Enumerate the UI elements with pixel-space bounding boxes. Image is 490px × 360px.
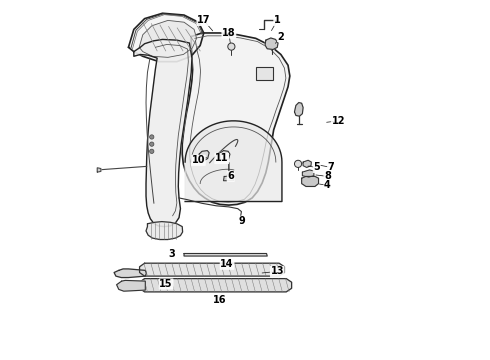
Polygon shape: [140, 263, 285, 276]
Text: 15: 15: [159, 279, 173, 289]
Text: 16: 16: [213, 295, 227, 305]
Polygon shape: [302, 176, 318, 186]
Polygon shape: [220, 150, 230, 161]
Polygon shape: [117, 280, 146, 291]
Text: 6: 6: [227, 171, 234, 181]
Text: 13: 13: [270, 266, 284, 276]
Circle shape: [149, 142, 154, 146]
Text: 9: 9: [238, 216, 245, 226]
Text: 8: 8: [324, 171, 331, 181]
Text: 11: 11: [215, 153, 228, 163]
Polygon shape: [294, 103, 303, 116]
Circle shape: [228, 43, 235, 50]
Text: 12: 12: [332, 116, 345, 126]
Circle shape: [294, 160, 302, 167]
Polygon shape: [199, 150, 209, 161]
Text: 1: 1: [274, 15, 281, 26]
Polygon shape: [140, 279, 292, 292]
Polygon shape: [265, 38, 278, 49]
Text: 4: 4: [324, 180, 331, 190]
Polygon shape: [303, 160, 311, 167]
Polygon shape: [184, 253, 267, 256]
Polygon shape: [128, 13, 204, 62]
Polygon shape: [134, 40, 192, 226]
Polygon shape: [185, 121, 282, 202]
Circle shape: [149, 135, 154, 139]
Text: 2: 2: [277, 32, 284, 41]
Text: 17: 17: [197, 15, 211, 26]
Text: 14: 14: [220, 259, 234, 269]
Bar: [256, 67, 273, 80]
Text: 18: 18: [222, 28, 236, 38]
Text: 5: 5: [313, 162, 320, 172]
Polygon shape: [97, 168, 101, 172]
Polygon shape: [302, 170, 314, 177]
Polygon shape: [114, 269, 147, 278]
Polygon shape: [139, 21, 196, 57]
Text: 7: 7: [328, 162, 335, 172]
Text: 3: 3: [168, 248, 175, 258]
Text: 10: 10: [192, 155, 205, 165]
Polygon shape: [146, 222, 183, 239]
Circle shape: [149, 149, 154, 153]
Polygon shape: [223, 176, 234, 181]
Polygon shape: [182, 33, 290, 205]
